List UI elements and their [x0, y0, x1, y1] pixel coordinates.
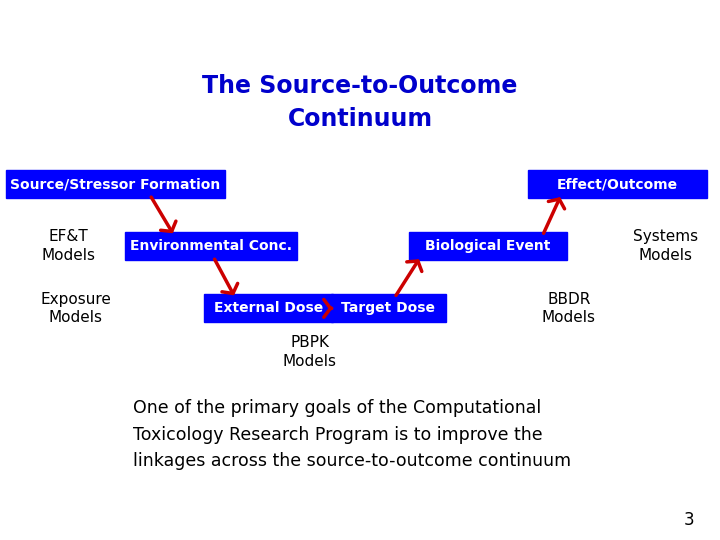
Text: EF&T
Models: EF&T Models [42, 230, 95, 263]
FancyBboxPatch shape [125, 232, 297, 260]
Text: Environmental Conc.: Environmental Conc. [130, 239, 292, 253]
Text: Target Dose: Target Dose [341, 301, 436, 315]
Text: BBDR
Models: BBDR Models [542, 292, 596, 325]
FancyBboxPatch shape [528, 170, 707, 198]
Text: Continuum: Continuum [287, 107, 433, 131]
Text: 3: 3 [684, 511, 695, 529]
Text: One of the primary goals of the Computational
Toxicology Research Program is to : One of the primary goals of the Computat… [133, 399, 572, 470]
Text: Exposure
Models: Exposure Models [40, 292, 111, 325]
FancyBboxPatch shape [409, 232, 567, 260]
FancyBboxPatch shape [331, 294, 446, 322]
Text: The Source-to-Outcome: The Source-to-Outcome [202, 75, 518, 98]
FancyBboxPatch shape [6, 170, 225, 198]
Text: External Dose: External Dose [214, 301, 323, 315]
FancyBboxPatch shape [204, 294, 333, 322]
Text: PBPK
Models: PBPK Models [283, 335, 337, 369]
Text: Source/Stressor Formation: Source/Stressor Formation [10, 177, 220, 191]
Text: Effect/Outcome: Effect/Outcome [557, 177, 678, 191]
Text: Systems
Models: Systems Models [634, 230, 698, 263]
Text: Biological Event: Biological Event [425, 239, 551, 253]
